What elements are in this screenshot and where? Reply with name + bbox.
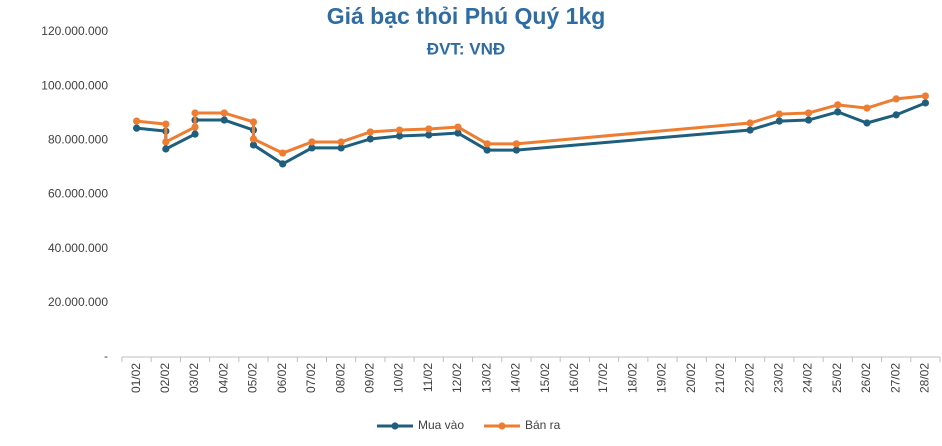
point xyxy=(834,101,842,109)
point xyxy=(366,135,374,143)
point xyxy=(454,129,462,137)
x-tick-label: 08/02 xyxy=(333,363,347,393)
point xyxy=(162,120,170,128)
x-tick-label: 01/02 xyxy=(129,363,143,393)
point xyxy=(308,144,316,152)
x-tick-label: 13/02 xyxy=(479,363,493,393)
x-tick-label: 15/02 xyxy=(538,363,552,393)
point xyxy=(863,119,871,127)
x-tick-label: 20/02 xyxy=(684,363,698,393)
x-tick-label: 12/02 xyxy=(450,363,464,393)
point xyxy=(249,135,258,143)
point xyxy=(483,140,491,148)
point xyxy=(512,140,520,148)
point xyxy=(425,125,433,133)
y-tick-label: - xyxy=(104,349,108,363)
point xyxy=(133,124,141,132)
y-tick-label: 80.000.000 xyxy=(48,133,108,147)
x-tick-label: 19/02 xyxy=(655,363,669,393)
x-tick-label: 07/02 xyxy=(304,363,318,393)
x-tick-label: 02/02 xyxy=(158,363,172,393)
point xyxy=(804,116,813,124)
point xyxy=(395,126,404,134)
point xyxy=(162,145,170,153)
y-tick-label: 60.000.000 xyxy=(48,187,108,201)
point xyxy=(133,117,141,125)
point xyxy=(775,117,783,125)
point xyxy=(308,138,316,146)
point xyxy=(162,138,170,146)
point xyxy=(483,146,491,154)
point xyxy=(921,92,929,100)
x-tick-label: 03/02 xyxy=(187,363,201,393)
point xyxy=(892,111,900,119)
legend-label: Mua vào xyxy=(418,418,464,432)
x-tick-label: 10/02 xyxy=(392,363,406,393)
x-tick-label: 26/02 xyxy=(859,363,873,393)
point xyxy=(425,131,433,139)
point xyxy=(775,110,783,118)
x-tick-label: 04/02 xyxy=(216,363,230,393)
x-tick-label: 16/02 xyxy=(567,363,581,393)
point xyxy=(512,146,520,154)
x-tick-label: 05/02 xyxy=(246,363,260,393)
legend-marker xyxy=(391,422,399,430)
legend-label: Bán ra xyxy=(525,418,561,432)
point xyxy=(220,116,228,124)
point xyxy=(279,149,287,157)
legend-marker xyxy=(498,422,506,430)
point xyxy=(249,141,258,149)
point xyxy=(366,128,374,136)
point xyxy=(863,104,871,112)
x-tick-label: 09/02 xyxy=(362,363,376,393)
x-tick-label: 17/02 xyxy=(596,363,610,393)
point xyxy=(892,95,900,103)
point xyxy=(279,160,287,168)
point xyxy=(746,126,754,134)
point xyxy=(191,109,199,117)
y-tick-label: 20.000.000 xyxy=(48,295,108,309)
x-tick-label: 06/02 xyxy=(275,363,289,393)
x-tick-label: 28/02 xyxy=(918,363,932,393)
x-tick-label: 27/02 xyxy=(888,363,902,393)
y-tick-label: 40.000.000 xyxy=(48,241,108,255)
x-tick-label: 23/02 xyxy=(771,363,785,393)
x-tick-label: 18/02 xyxy=(625,363,639,393)
point xyxy=(191,123,199,131)
point xyxy=(395,132,404,140)
point xyxy=(249,118,258,126)
point xyxy=(746,119,754,127)
chart-title: Giá bạc thỏi Phú Quý 1kg xyxy=(327,3,606,29)
point xyxy=(220,109,228,117)
x-tick-label: 21/02 xyxy=(713,363,727,393)
x-tick-label: 11/02 xyxy=(421,363,435,392)
x-tick-label: 24/02 xyxy=(801,363,815,393)
x-tick-label: 22/02 xyxy=(742,363,756,393)
point xyxy=(337,144,345,152)
point xyxy=(834,108,842,116)
point xyxy=(337,138,345,146)
point xyxy=(191,130,199,138)
point xyxy=(921,99,929,107)
x-tick-label: 14/02 xyxy=(509,363,523,393)
x-tick-label: 25/02 xyxy=(830,363,844,393)
point xyxy=(804,109,813,117)
y-tick-label: 100.000.000 xyxy=(41,78,108,92)
point xyxy=(454,123,462,131)
y-tick-label: 120.000.000 xyxy=(41,24,108,38)
chart-subtitle: ĐVT: VNĐ xyxy=(427,39,505,58)
